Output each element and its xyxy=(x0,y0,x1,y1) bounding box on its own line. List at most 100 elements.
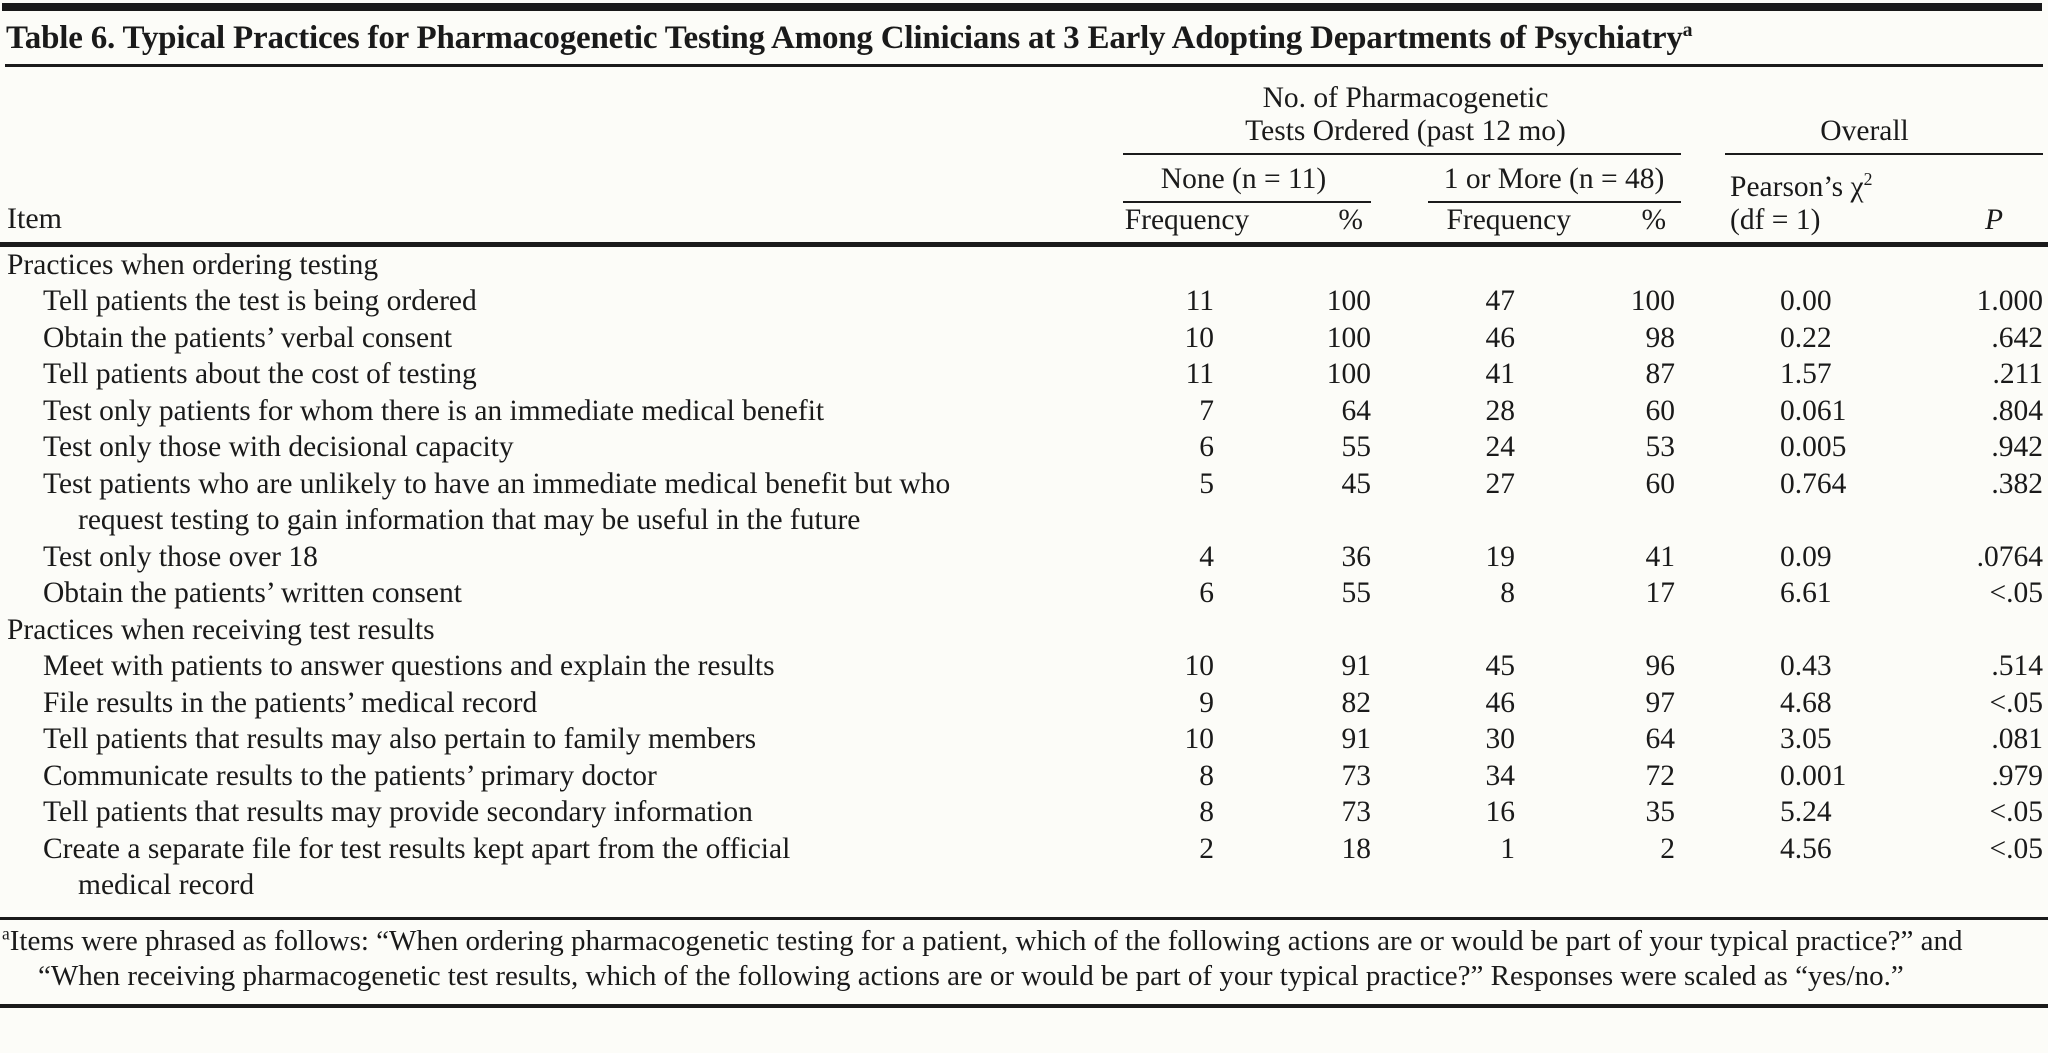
value-cell-pct2: 72 xyxy=(1645,759,1676,792)
value-cell-freq1: 8 xyxy=(1199,796,1214,828)
footnote: aItems were phrased as follows: “When or… xyxy=(0,920,2048,995)
item-label: Communicate results to the patients’ pri… xyxy=(43,759,657,792)
value-cell-pct2: 35 xyxy=(1645,796,1676,828)
value-cell-pv: .514 xyxy=(1991,650,2044,682)
value-cell-chi: 5.24 xyxy=(1780,796,1832,828)
value-cell-freq1: 11 xyxy=(1185,285,1214,317)
column-header-percent-one-or-more: % xyxy=(1580,203,1682,247)
table-row: Tell patients that results may also pert… xyxy=(0,721,2048,758)
value-cell-freq1: 7 xyxy=(1199,394,1214,427)
footnote-text: Items were phrased as follows: “When ord… xyxy=(9,924,1963,993)
header-row-measures: Frequency % Frequency % xyxy=(0,203,2048,247)
value-cell-freq2: 24 xyxy=(1485,431,1516,463)
value-cell-freq1: 10 xyxy=(1184,321,1215,354)
table-row: Practices when ordering testing xyxy=(0,244,2048,283)
value-cell-freq2: 27 xyxy=(1485,467,1516,500)
group-header-overall: Overall xyxy=(1681,67,2048,155)
value-cell-pct2: 87 xyxy=(1645,358,1676,390)
value-cell-freq2: 19 xyxy=(1485,540,1516,573)
value-cell-freq1: 10 xyxy=(1184,723,1215,755)
table-row: Create a separate file for test results … xyxy=(0,831,2048,904)
value-cell-pv: .081 xyxy=(1991,723,2044,755)
value-cell-chi: 4.56 xyxy=(1780,832,1832,865)
value-cell-freq1: 9 xyxy=(1199,686,1214,719)
value-cell-freq1: 11 xyxy=(1185,358,1214,390)
item-label: Test only those with decisional capacity xyxy=(43,431,514,463)
column-header-frequency-none: Frequency xyxy=(1110,203,1264,247)
value-cell-freq2: 1 xyxy=(1500,832,1515,865)
value-cell-pct1: 73 xyxy=(1341,796,1372,828)
item-label: Tell patients about the cost of testing xyxy=(43,358,477,390)
value-cell-pv: <.05 xyxy=(1989,686,2044,719)
value-cell-freq2: 34 xyxy=(1485,759,1516,792)
group-header-tests-text: No. of Pharmacogenetic Tests Ordered (pa… xyxy=(1245,82,1566,147)
group-rule-tests xyxy=(1123,153,1682,155)
value-cell-pct1: 91 xyxy=(1341,723,1372,755)
value-cell-pct1: 73 xyxy=(1341,759,1372,792)
value-cell-chi: 1.57 xyxy=(1780,358,1832,390)
value-cell-pct2: 2 xyxy=(1660,832,1676,865)
value-cell-pv: .382 xyxy=(1991,467,2044,500)
item-label-continuation: request testing to gain information that… xyxy=(78,504,861,536)
value-cell-pct2: 64 xyxy=(1645,723,1676,755)
value-cell-freq2: 46 xyxy=(1485,686,1516,719)
table-row: Test only those with decisional capacity… xyxy=(0,429,2048,466)
column-header-p-value: P xyxy=(1960,155,2048,247)
item-label: Test only patients for whom there is an … xyxy=(43,394,825,427)
value-cell-chi: 3.05 xyxy=(1780,723,1832,755)
table-row: Tell patients about the cost of testing 1… xyxy=(0,356,2048,393)
table-row: File results in the patients’ medical re… xyxy=(0,685,2048,722)
page-title: Table 6. Typical Practices for Pharmacog… xyxy=(0,11,2048,64)
table-row: Test only those over 18 4 36 19 41 0.09 .0764 xyxy=(0,539,2048,576)
group-header-tests-ordered: No. of Pharmacogenetic Tests Ordered (pa… xyxy=(1110,67,1682,155)
item-label-continuation: medical record xyxy=(78,869,255,901)
value-cell-freq2: 41 xyxy=(1485,358,1516,390)
table-row: Obtain the patients’ verbal consent 10 100… xyxy=(0,320,2048,357)
table-row: Tell patients that results may provide s… xyxy=(0,794,2048,831)
value-cell-pct1: 82 xyxy=(1341,686,1372,719)
table-row: Communicate results to the patients’ pri… xyxy=(0,758,2048,795)
table-row: Meet with patients to answer questions a… xyxy=(0,648,2048,685)
value-cell-chi: 6.61 xyxy=(1780,577,1832,609)
table-row: Test only patients for whom there is an … xyxy=(0,393,2048,430)
value-cell-pv: .0764 xyxy=(1976,540,2044,573)
value-cell-pv: .804 xyxy=(1991,394,2044,427)
value-cell-pct2: 60 xyxy=(1645,394,1676,427)
value-cell-pct1: 45 xyxy=(1341,467,1372,500)
value-cell-pct2: 97 xyxy=(1645,686,1676,719)
value-cell-pct1: 18 xyxy=(1341,832,1372,865)
footnote-divider xyxy=(0,916,2048,920)
item-label: Test only those over 18 xyxy=(43,540,318,573)
group-rule-overall xyxy=(1725,153,2044,155)
value-cell-chi: 0.43 xyxy=(1780,650,1832,682)
item-label: Test patients who are unlikely to have a… xyxy=(0,466,1110,539)
section-label: Practices when receiving test results xyxy=(7,613,435,646)
value-cell-pct1: 100 xyxy=(1326,358,1371,390)
section-label: Practices when ordering testing xyxy=(7,248,379,281)
item-label: Meet with patients to answer questions a… xyxy=(43,650,775,682)
value-cell-chi: 0.09 xyxy=(1780,540,1832,573)
value-cell-pct1: 55 xyxy=(1341,431,1372,463)
item-label: Tell patients that results may also pert… xyxy=(43,723,757,755)
value-cell-pct2: 98 xyxy=(1645,321,1676,354)
value-cell-chi: 0.22 xyxy=(1780,321,1832,354)
value-cell-freq2: 45 xyxy=(1485,650,1516,682)
value-cell-chi: 0.061 xyxy=(1780,394,1847,427)
value-cell-freq2: 28 xyxy=(1485,394,1516,427)
value-cell-pct1: 100 xyxy=(1326,285,1371,317)
value-cell-freq1: 4 xyxy=(1199,540,1214,573)
value-cell-pct1: 100 xyxy=(1326,321,1371,354)
value-cell-pct2: 53 xyxy=(1645,431,1676,463)
column-header-percent-none: % xyxy=(1264,203,1377,247)
value-cell-freq1: 8 xyxy=(1199,759,1214,792)
value-cell-pct1: 91 xyxy=(1341,650,1372,682)
value-cell-freq1: 6 xyxy=(1199,577,1214,609)
value-cell-freq2: 30 xyxy=(1485,723,1516,755)
value-cell-chi: 4.68 xyxy=(1780,686,1832,719)
value-cell-pct2: 17 xyxy=(1645,577,1676,609)
column-header-item: Item xyxy=(0,67,1110,247)
title-divider xyxy=(5,64,2043,67)
value-cell-freq1: 10 xyxy=(1184,650,1215,682)
footnote-marker: a xyxy=(2,922,10,943)
bottom-rule-bar xyxy=(0,1003,2048,1008)
